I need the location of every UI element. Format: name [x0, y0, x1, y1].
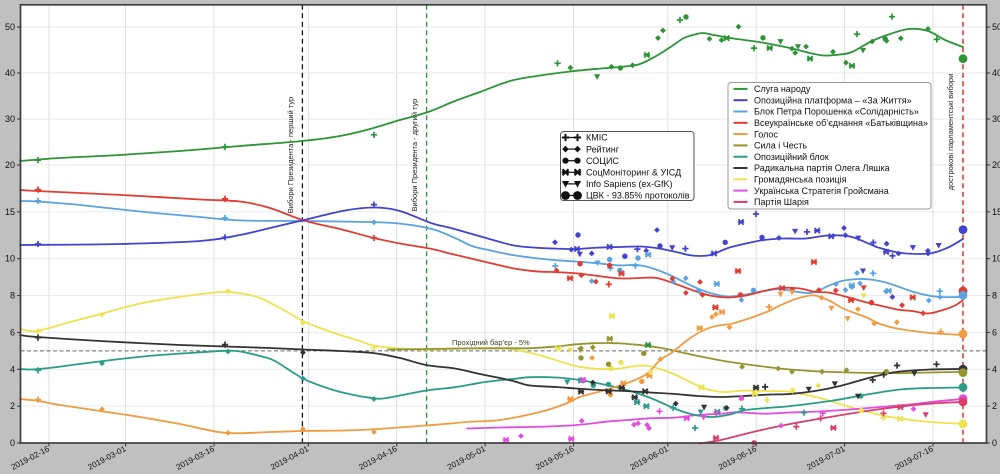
svg-text:4: 4	[992, 364, 997, 374]
svg-text:Info Sapiens (ex-GfK): Info Sapiens (ex-GfK)	[586, 179, 673, 189]
svg-text:8: 8	[10, 291, 15, 301]
svg-text:Вибори Президента - другий тур: Вибори Президента - другий тур	[410, 99, 419, 212]
svg-text:Сила і Честь: Сила і Честь	[754, 141, 807, 151]
svg-text:Громадянська позиція: Громадянська позиція	[754, 175, 847, 185]
svg-text:20: 20	[992, 160, 1000, 170]
svg-text:40: 40	[5, 68, 15, 78]
svg-text:Українська Стратегія Гройсмана: Українська Стратегія Гройсмана	[754, 186, 889, 196]
svg-text:8: 8	[992, 291, 997, 301]
svg-text:Блок Петра Порошенка «Солідарн: Блок Петра Порошенка «Солідарність»	[754, 107, 919, 117]
svg-text:30: 30	[992, 114, 1000, 124]
svg-text:50: 50	[5, 22, 15, 32]
svg-text:СОЦИС: СОЦИС	[586, 156, 619, 166]
svg-text:КМІС: КМІС	[586, 133, 608, 143]
svg-text:40: 40	[992, 68, 1000, 78]
svg-text:Слуга народу: Слуга народу	[754, 84, 811, 94]
svg-text:10: 10	[5, 254, 15, 264]
svg-text:20: 20	[5, 160, 15, 170]
svg-text:дострокові парламентські вибор: дострокові парламентські вибори	[946, 74, 955, 191]
svg-text:Вибори Президента - перший тур: Вибори Президента - перший тур	[286, 97, 295, 213]
svg-text:Опозиційна платформа – «За Жит: Опозиційна платформа – «За Життя»	[754, 95, 912, 105]
svg-text:10: 10	[992, 254, 1000, 264]
svg-text:Прохідний бар’єр - 5%: Прохідний бар’єр - 5%	[452, 338, 530, 347]
svg-text:Голос: Голос	[754, 129, 778, 139]
svg-text:4: 4	[10, 364, 15, 374]
svg-text:Опозиційний блок: Опозиційний блок	[754, 152, 829, 162]
svg-text:ЦВК - 93.85% протоколів: ЦВК - 93.85% протоколів	[586, 191, 690, 201]
svg-text:15: 15	[992, 207, 1000, 217]
svg-text:2: 2	[10, 401, 15, 411]
svg-text:Всеукраїнське об’єднання «Бать: Всеукраїнське об’єднання «Батьківщина»	[754, 118, 928, 128]
svg-text:Радикальна партія Олега Ляшка: Радикальна партія Олега Ляшка	[754, 163, 890, 173]
svg-text:6: 6	[992, 327, 997, 337]
svg-text:30: 30	[5, 114, 15, 124]
svg-text:50: 50	[992, 22, 1000, 32]
svg-text:15: 15	[5, 207, 15, 217]
svg-text:0: 0	[992, 438, 997, 448]
svg-text:СоцМоніторинг & УІСД: СоцМоніторинг & УІСД	[586, 168, 681, 178]
svg-text:0: 0	[10, 438, 15, 448]
svg-text:6: 6	[10, 327, 15, 337]
svg-text:Партія Шарія: Партія Шарія	[754, 197, 809, 207]
svg-text:Рейтинг: Рейтинг	[586, 144, 620, 154]
svg-text:2: 2	[992, 401, 997, 411]
